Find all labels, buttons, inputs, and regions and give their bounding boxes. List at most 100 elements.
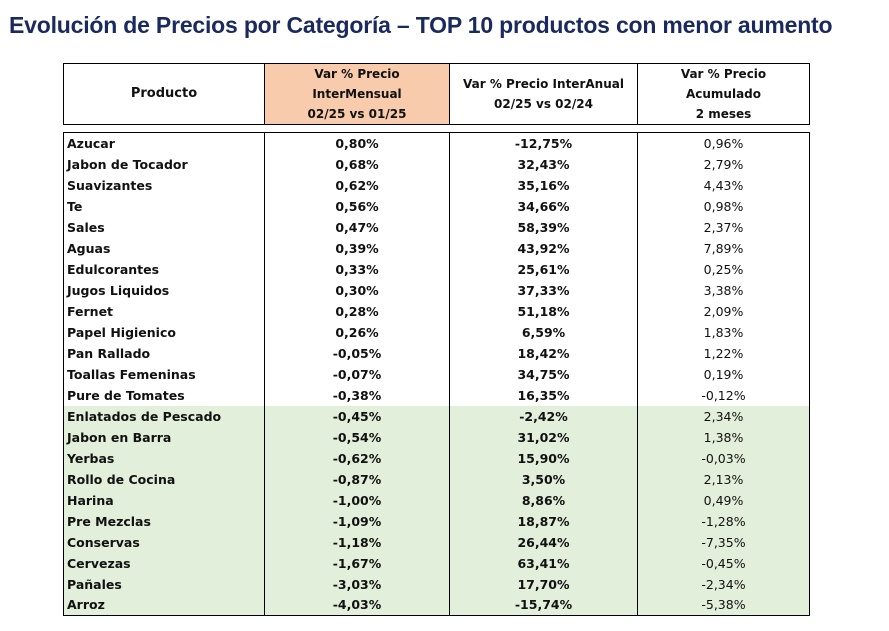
var-acumulado-cell: -2,34%	[637, 573, 810, 595]
var-interanual-cell: 6,59%	[449, 321, 638, 343]
header-var-interanual: Var % Precio InterAnual 02/25 vs 02/24	[449, 63, 638, 125]
product-name-cell: Fernet	[63, 300, 265, 322]
var-intermensual-cell: -0,45%	[264, 405, 450, 427]
table-row: Yerbas -0,62% 15,90% -0,03%	[63, 447, 810, 469]
table-row: Fernet 0,28% 51,18% 2,09%	[63, 300, 810, 322]
var-acumulado-cell: 2,09%	[637, 300, 810, 322]
product-name-cell: Pure de Tomates	[63, 384, 265, 406]
var-intermensual-cell: 0,56%	[264, 195, 450, 217]
table-row: Azucar 0,80% -12,75% 0,96%	[63, 132, 810, 154]
header-acumulado-line2: 2 meses	[695, 107, 752, 121]
product-name-cell: Jabon en Barra	[63, 426, 265, 448]
product-name-cell: Aguas	[63, 237, 265, 259]
var-acumulado-cell: 7,89%	[637, 237, 810, 259]
header-spacer	[64, 125, 810, 133]
table-row: Rollo de Cocina -0,87% 3,50% 2,13%	[63, 468, 810, 490]
var-intermensual-cell: -1,09%	[264, 510, 450, 532]
var-interanual-cell: 15,90%	[449, 447, 638, 469]
var-acumulado-cell: 0,96%	[637, 132, 810, 154]
var-intermensual-cell: -0,07%	[264, 363, 450, 385]
var-intermensual-cell: -1,00%	[264, 489, 450, 511]
header-producto: Producto	[63, 63, 265, 125]
product-name-cell: Conservas	[63, 531, 265, 553]
product-name-cell: Yerbas	[63, 447, 265, 469]
var-interanual-cell: 51,18%	[449, 300, 638, 322]
header-intermensual-line2: 02/25 vs 01/25	[307, 107, 407, 121]
var-interanual-cell: -2,42%	[449, 405, 638, 427]
var-intermensual-cell: 0,47%	[264, 216, 450, 238]
product-name-cell: Suavizantes	[63, 174, 265, 196]
product-name-cell: Pañales	[63, 573, 265, 595]
table-row: Pañales -3,03% 17,70% -2,34%	[63, 573, 810, 595]
var-intermensual-cell: 0,30%	[264, 279, 450, 301]
var-acumulado-cell: 4,43%	[637, 174, 810, 196]
var-intermensual-cell: 0,28%	[264, 300, 450, 322]
var-acumulado-cell: 2,13%	[637, 468, 810, 490]
product-name-cell: Papel Higienico	[63, 321, 265, 343]
var-interanual-cell: 35,16%	[449, 174, 638, 196]
var-interanual-cell: 16,35%	[449, 384, 638, 406]
table-row: Te 0,56% 34,66% 0,98%	[63, 195, 810, 217]
var-acumulado-cell: 0,98%	[637, 195, 810, 217]
product-name-cell: Jugos Liquidos	[63, 279, 265, 301]
table-row: Sales 0,47% 58,39% 2,37%	[63, 216, 810, 238]
var-interanual-cell: 31,02%	[449, 426, 638, 448]
var-interanual-cell: -12,75%	[449, 132, 638, 154]
var-interanual-cell: 43,92%	[449, 237, 638, 259]
header-acumulado-line1: Var % Precio Acumulado	[680, 67, 767, 101]
product-name-cell: Arroz	[63, 594, 265, 616]
var-acumulado-cell: -1,28%	[637, 510, 810, 532]
var-interanual-cell: 17,70%	[449, 573, 638, 595]
var-intermensual-cell: 0,39%	[264, 237, 450, 259]
var-interanual-cell: -15,74%	[449, 594, 638, 616]
var-acumulado-cell: 0,25%	[637, 258, 810, 280]
var-acumulado-cell: -0,12%	[637, 384, 810, 406]
var-acumulado-cell: 1,38%	[637, 426, 810, 448]
table-row: Conservas -1,18% 26,44% -7,35%	[63, 531, 810, 553]
var-acumulado-cell: 0,49%	[637, 489, 810, 511]
var-acumulado-cell: 0,19%	[637, 363, 810, 385]
product-name-cell: Toallas Femeninas	[63, 363, 265, 385]
page-title: Evolución de Precios por Categoría – TOP…	[9, 12, 833, 38]
table-row: Toallas Femeninas -0,07% 34,75% 0,19%	[63, 363, 810, 385]
table-body: Azucar 0,80% -12,75% 0,96% Jabon de Tocador 0…	[63, 125, 810, 616]
var-intermensual-cell: -0,05%	[264, 342, 450, 364]
var-acumulado-cell: -7,35%	[637, 531, 810, 553]
var-interanual-cell: 37,33%	[449, 279, 638, 301]
table-row: Enlatados de Pescado -0,45% -2,42% 2,34%	[63, 405, 810, 427]
table-row: Pre Mezclas -1,09% 18,87% -1,28%	[63, 510, 810, 532]
var-intermensual-cell: -1,18%	[264, 531, 450, 553]
table-row: Jabon de Tocador 0,68% 32,43% 2,79%	[63, 153, 810, 175]
var-interanual-cell: 3,50%	[449, 468, 638, 490]
table-row: Aguas 0,39% 43,92% 7,89%	[63, 237, 810, 259]
table-row: Pan Rallado -0,05% 18,42% 1,22%	[63, 342, 810, 364]
product-name-cell: Pre Mezclas	[63, 510, 265, 532]
product-name-cell: Cervezas	[63, 552, 265, 574]
var-intermensual-cell: -3,03%	[264, 573, 450, 595]
var-acumulado-cell: 3,38%	[637, 279, 810, 301]
header-var-intermensual: Var % Precio InterMensual 02/25 vs 01/25	[264, 63, 450, 125]
product-name-cell: Edulcorantes	[63, 258, 265, 280]
var-acumulado-cell: 2,79%	[637, 153, 810, 175]
table-row: Harina -1,00% 8,86% 0,49%	[63, 489, 810, 511]
var-interanual-cell: 8,86%	[449, 489, 638, 511]
var-intermensual-cell: 0,26%	[264, 321, 450, 343]
table-row: Suavizantes 0,62% 35,16% 4,43%	[63, 174, 810, 196]
product-name-cell: Te	[63, 195, 265, 217]
var-acumulado-cell: -5,38%	[637, 594, 810, 616]
var-interanual-cell: 34,66%	[449, 195, 638, 217]
product-name-cell: Harina	[63, 489, 265, 511]
product-name-cell: Rollo de Cocina	[63, 468, 265, 490]
header-interanual-line2: 02/25 vs 02/24	[494, 97, 593, 111]
header-var-acumulado: Var % Precio Acumulado 2 meses	[637, 63, 810, 125]
table-header-row: Producto Var % Precio InterMensual 02/25…	[63, 63, 810, 125]
product-name-cell: Pan Rallado	[63, 342, 265, 364]
var-interanual-cell: 18,42%	[449, 342, 638, 364]
var-acumulado-cell: 2,34%	[637, 405, 810, 427]
header-intermensual-line1: Var % Precio InterMensual	[312, 67, 402, 101]
var-intermensual-cell: -0,62%	[264, 447, 450, 469]
var-intermensual-cell: -1,67%	[264, 552, 450, 574]
table-row: Jabon en Barra -0,54% 31,02% 1,38%	[63, 426, 810, 448]
var-intermensual-cell: 0,80%	[264, 132, 450, 154]
table-row: Papel Higienico 0,26% 6,59% 1,83%	[63, 321, 810, 343]
